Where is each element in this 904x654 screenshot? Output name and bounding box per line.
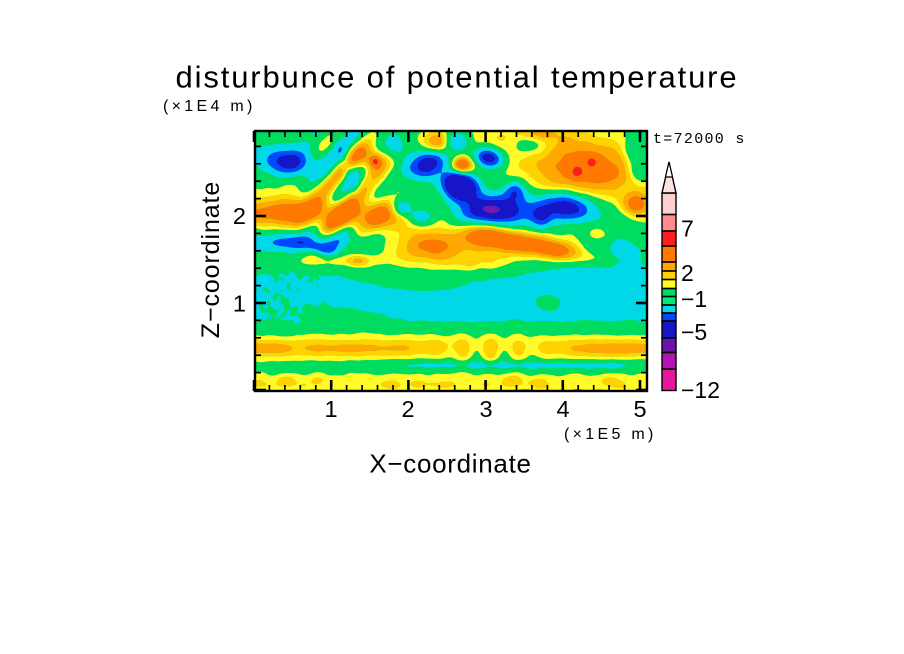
svg-text:t=72000 s: t=72000 s — [653, 131, 746, 148]
svg-text:2: 2 — [681, 260, 694, 286]
svg-text:X−coordinate: X−coordinate — [369, 449, 531, 479]
svg-text:5: 5 — [633, 396, 646, 422]
svg-text:1: 1 — [324, 396, 337, 422]
svg-text:(×1E4 m): (×1E4 m) — [163, 98, 256, 115]
svg-text:−1: −1 — [681, 286, 707, 312]
svg-text:2: 2 — [233, 203, 246, 229]
svg-text:−5: −5 — [681, 319, 707, 345]
svg-text:(×1E5 m): (×1E5 m) — [564, 426, 657, 443]
svg-text:Z−coordinate: Z−coordinate — [197, 181, 225, 338]
svg-text:4: 4 — [556, 396, 569, 422]
svg-text:3: 3 — [479, 396, 492, 422]
svg-text:−12: −12 — [681, 377, 720, 403]
svg-text:2: 2 — [401, 396, 414, 422]
svg-text:7: 7 — [681, 216, 694, 242]
svg-text:disturbunce of potential te: disturbunce of potential temperature — [176, 60, 739, 95]
svg-text:1: 1 — [233, 291, 246, 317]
